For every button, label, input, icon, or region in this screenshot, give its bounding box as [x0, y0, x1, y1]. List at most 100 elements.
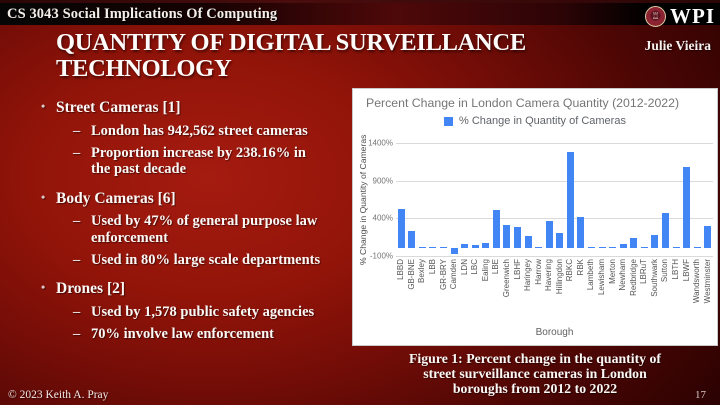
gridline: [396, 256, 713, 257]
bullet-marker-icon: •: [41, 99, 46, 113]
gridline: [396, 218, 713, 220]
chart-title: Percent Change in London Camera Quantity…: [366, 96, 680, 110]
bullet-item: • Body Cameras [6]: [41, 189, 176, 207]
bar-LBBD: [397, 209, 405, 249]
x-tick-label: Southwark: [649, 259, 659, 297]
bar-LBRuT: [640, 247, 648, 249]
bar-Haringey: [524, 236, 532, 249]
x-tick-label: GB-BNE: [406, 259, 416, 290]
x-tick-label: RBK: [575, 259, 585, 276]
bullet-list: • Street Cameras [1] – London has 942,562 s…: [34, 99, 334, 354]
bar-LBWF: [683, 167, 691, 249]
bar-Ealing: [482, 243, 490, 249]
sub-bullet-item: – Used by 1,578 public safety agencies: [73, 303, 315, 320]
bar-RBK: [577, 216, 585, 249]
x-tick-label: Lewisham: [597, 259, 607, 296]
dash-marker-icon: –: [73, 122, 81, 139]
chart-panel: Percent Change in London Camera Quantity…: [352, 88, 718, 346]
wpi-logo: ♖ WPI: [645, 4, 715, 29]
x-tick-label: Greenwich: [501, 259, 511, 298]
top-strip: [0, 0, 720, 3]
bar-Harrow: [535, 247, 543, 249]
slide-title: QUANTITY OF DIGITAL SURVEILLANCE TECHNOL…: [56, 29, 526, 82]
bar-Lambeth: [587, 246, 595, 249]
bar-GR-BRY: [440, 247, 448, 249]
bar-Southwark: [651, 234, 659, 249]
bar-Bexley: [418, 247, 426, 249]
bullet-item: • Street Cameras [1]: [41, 99, 181, 116]
legend-label: % Change in Quantity of Cameras: [459, 115, 626, 127]
wpi-wordmark: WPI: [670, 4, 715, 28]
bar-LDN: [461, 243, 469, 249]
x-tick-label: LBC: [470, 259, 480, 275]
bar-RBKC: [566, 152, 574, 249]
x-tick-label: Wandsworth: [692, 259, 702, 304]
sub-bullet-item: – London has 942,562 street cameras: [73, 122, 308, 139]
dash-marker-icon: –: [73, 145, 81, 162]
x-tick-label: Harrow: [533, 259, 543, 285]
x-tick-label: Newham: [618, 259, 628, 291]
bullet-group: • Street Cameras [1] – London has 942,562 s…: [34, 99, 334, 178]
bar-LBHF: [514, 226, 522, 249]
dash-marker-icon: –: [73, 326, 81, 343]
dash-marker-icon: –: [73, 213, 81, 230]
x-tick-label: GR-BRY: [438, 259, 448, 290]
x-tick-label: Bexley: [417, 259, 427, 284]
bar-Lewisham: [598, 246, 606, 249]
bar-LBTH: [672, 246, 680, 249]
x-tick-label: LBB: [427, 259, 437, 275]
x-tick-label: LBTH: [671, 259, 681, 280]
bar-Redbridge: [630, 238, 638, 249]
copyright-text: © 2023 Keith A. Pray: [8, 389, 109, 401]
header-bar: CS 3043 Social Implications Of Computing…: [0, 3, 720, 28]
x-tick-label: Merton: [607, 259, 617, 284]
bar-Wandsworth: [693, 247, 701, 249]
sub-bullet-item: – Used in 80% large scale departments: [73, 251, 321, 268]
chart-legend: % Change in Quantity of Cameras: [353, 115, 717, 127]
x-tick-label: Ealing: [480, 259, 490, 282]
gridline: [396, 143, 713, 144]
bar-Greenwich: [503, 225, 511, 249]
wpi-seal-icon: ♖: [645, 6, 666, 27]
x-tick-label: LDN: [459, 259, 469, 276]
bar-LBC: [471, 245, 479, 249]
x-tick-label: Havering: [544, 259, 554, 292]
bar-LBB: [429, 247, 437, 249]
x-tick-label: Sutton: [660, 259, 670, 283]
chart-plot-area: [396, 143, 713, 257]
y-tick-label: -100%: [369, 251, 393, 261]
x-tick-label: Redbridge: [628, 259, 638, 296]
bar-GB-BNE: [408, 231, 416, 249]
bar-Merton: [609, 246, 617, 249]
page-number: 17: [695, 389, 706, 401]
bar-Havering: [545, 221, 553, 249]
legend-swatch-icon: [444, 116, 454, 126]
gridline: [396, 180, 713, 182]
x-tick-label: LBWF: [681, 259, 691, 282]
bullet-item: • Drones [2]: [41, 280, 126, 298]
bar-LBE: [492, 210, 500, 249]
x-tick-label: LBBD: [396, 259, 406, 280]
x-tick-label: LBRuT: [639, 259, 649, 284]
bar-Westminster: [704, 226, 712, 249]
bar-Hillingdon: [556, 232, 564, 249]
sub-bullet-item: – Used by 47% of general purpose law enfo…: [73, 213, 318, 246]
x-tick-label: Westminster: [702, 259, 712, 304]
x-axis-labels: LBBD GB-BNE Bexley LBB GR-BRY Camden LDN LBC Eal…: [396, 259, 713, 321]
sub-bullet-item: –70% involve law enforcement: [73, 326, 274, 343]
bullet-marker-icon: •: [41, 189, 46, 204]
course-title: CS 3043 Social Implications Of Computing: [7, 5, 278, 22]
dash-marker-icon: –: [73, 251, 81, 268]
x-tick-label: LBE: [491, 259, 501, 275]
bullet-group: • Drones [2] – Used by 1,578 public safety …: [34, 280, 334, 342]
x-axis-title: Borough: [535, 327, 574, 338]
x-tick-label: RBKC: [565, 259, 575, 282]
bar-Sutton: [661, 213, 669, 249]
sub-bullet-item: – Proportion increase by 238.16% in the p…: [73, 145, 306, 178]
x-tick-label: Haringey: [523, 259, 533, 292]
x-tick-label: LBHF: [512, 259, 522, 280]
y-tick-label: 400%: [372, 213, 393, 223]
bar-Newham: [619, 243, 627, 249]
dash-marker-icon: –: [73, 303, 81, 320]
